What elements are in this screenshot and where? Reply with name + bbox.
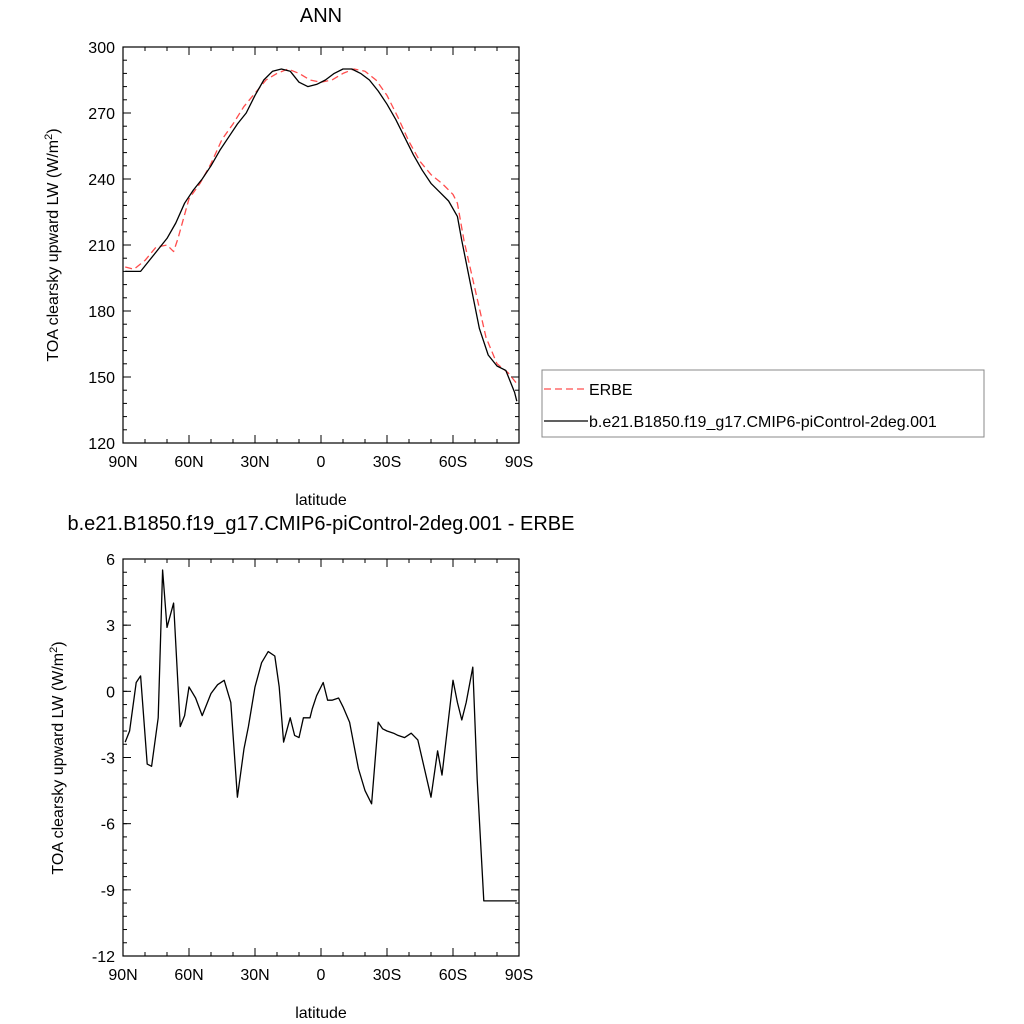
legend: ERBE b.e21.B1850.f19_g17.CMIP6-piControl… [541,369,985,438]
series-line [124,569,517,902]
legend-box [541,369,985,438]
bottom-chart-title: b.e21.B1850.f19_g17.CMIP6-piControl-2deg… [68,513,575,535]
x-tick-label: 0 [317,454,326,471]
x-tick-label: 30S [373,454,401,471]
y-tick-label: -3 [101,751,115,768]
x-tick-label: 30S [373,967,401,984]
top-plot-frame [122,46,520,444]
y-tick-label: -9 [101,883,115,900]
top-y-axis-label-tail: ) [45,128,62,133]
y-tick-label: 240 [88,172,115,189]
y-tick-label: 150 [88,370,115,387]
legend-label-erbe: ERBE [589,382,633,399]
y-tick-label: 300 [88,40,115,57]
top-x-axis-label: latitude [295,492,347,509]
bottom-x-axis-label: latitude [295,1005,347,1022]
bottom-y-axis-label-tail: ) [50,641,67,646]
top-panel: ANN latitude TOA clearsky upward LW (W/m… [43,5,533,509]
series-line [125,68,518,385]
x-tick-label: 30N [240,454,269,471]
bottom-y-axis-label: TOA clearsky upward LW (W/m2) [48,641,67,874]
top-series-lines [125,68,518,402]
bottom-axis-ticks: 90N 60N 30N 0 30S 60S 90S -12 -9 -6 -3 0 3 6 [92,552,533,984]
top-axis-ticks: 90N 60N 30N 0 30S 60S 90S 120 150 180 210 240 270 300 [88,40,533,471]
top-y-axis-label-sup: 2 [43,134,55,140]
bottom-panel: b.e21.B1850.f19_g17.CMIP6-piControl-2deg… [48,513,574,1022]
bottom-y-axis-label-sup: 2 [48,647,60,653]
y-tick-label: 270 [88,106,115,123]
x-tick-label: 0 [317,967,326,984]
x-tick-label: 60N [174,967,203,984]
y-tick-label: -6 [101,817,115,834]
y-tick-label: 210 [88,238,115,255]
bottom-series-lines [124,569,517,902]
x-tick-label: 60N [174,454,203,471]
top-y-axis-label: TOA clearsky upward LW (W/m2) [43,128,62,361]
legend-label-model: b.e21.B1850.f19_g17.CMIP6-piControl-2deg… [589,414,937,431]
y-tick-label: 0 [106,684,115,701]
top-chart-title: ANN [300,5,342,27]
x-tick-label: 90N [108,967,137,984]
series-line [125,68,518,402]
x-tick-label: 90S [505,967,533,984]
bottom-plot-frame [122,558,520,957]
y-tick-label: 120 [88,436,115,453]
bottom-y-axis-label-main: TOA clearsky upward LW (W/m [50,653,67,875]
x-tick-label: 90S [505,454,533,471]
x-tick-label: 30N [240,967,269,984]
x-tick-label: 60S [439,454,467,471]
x-tick-label: 90N [108,454,137,471]
y-tick-label: 6 [106,552,115,569]
y-tick-label: 180 [88,304,115,321]
top-y-axis-label-main: TOA clearsky upward LW (W/m [45,140,62,362]
x-tick-label: 60S [439,967,467,984]
y-tick-label: 3 [106,618,115,635]
y-tick-label: -12 [92,949,115,966]
